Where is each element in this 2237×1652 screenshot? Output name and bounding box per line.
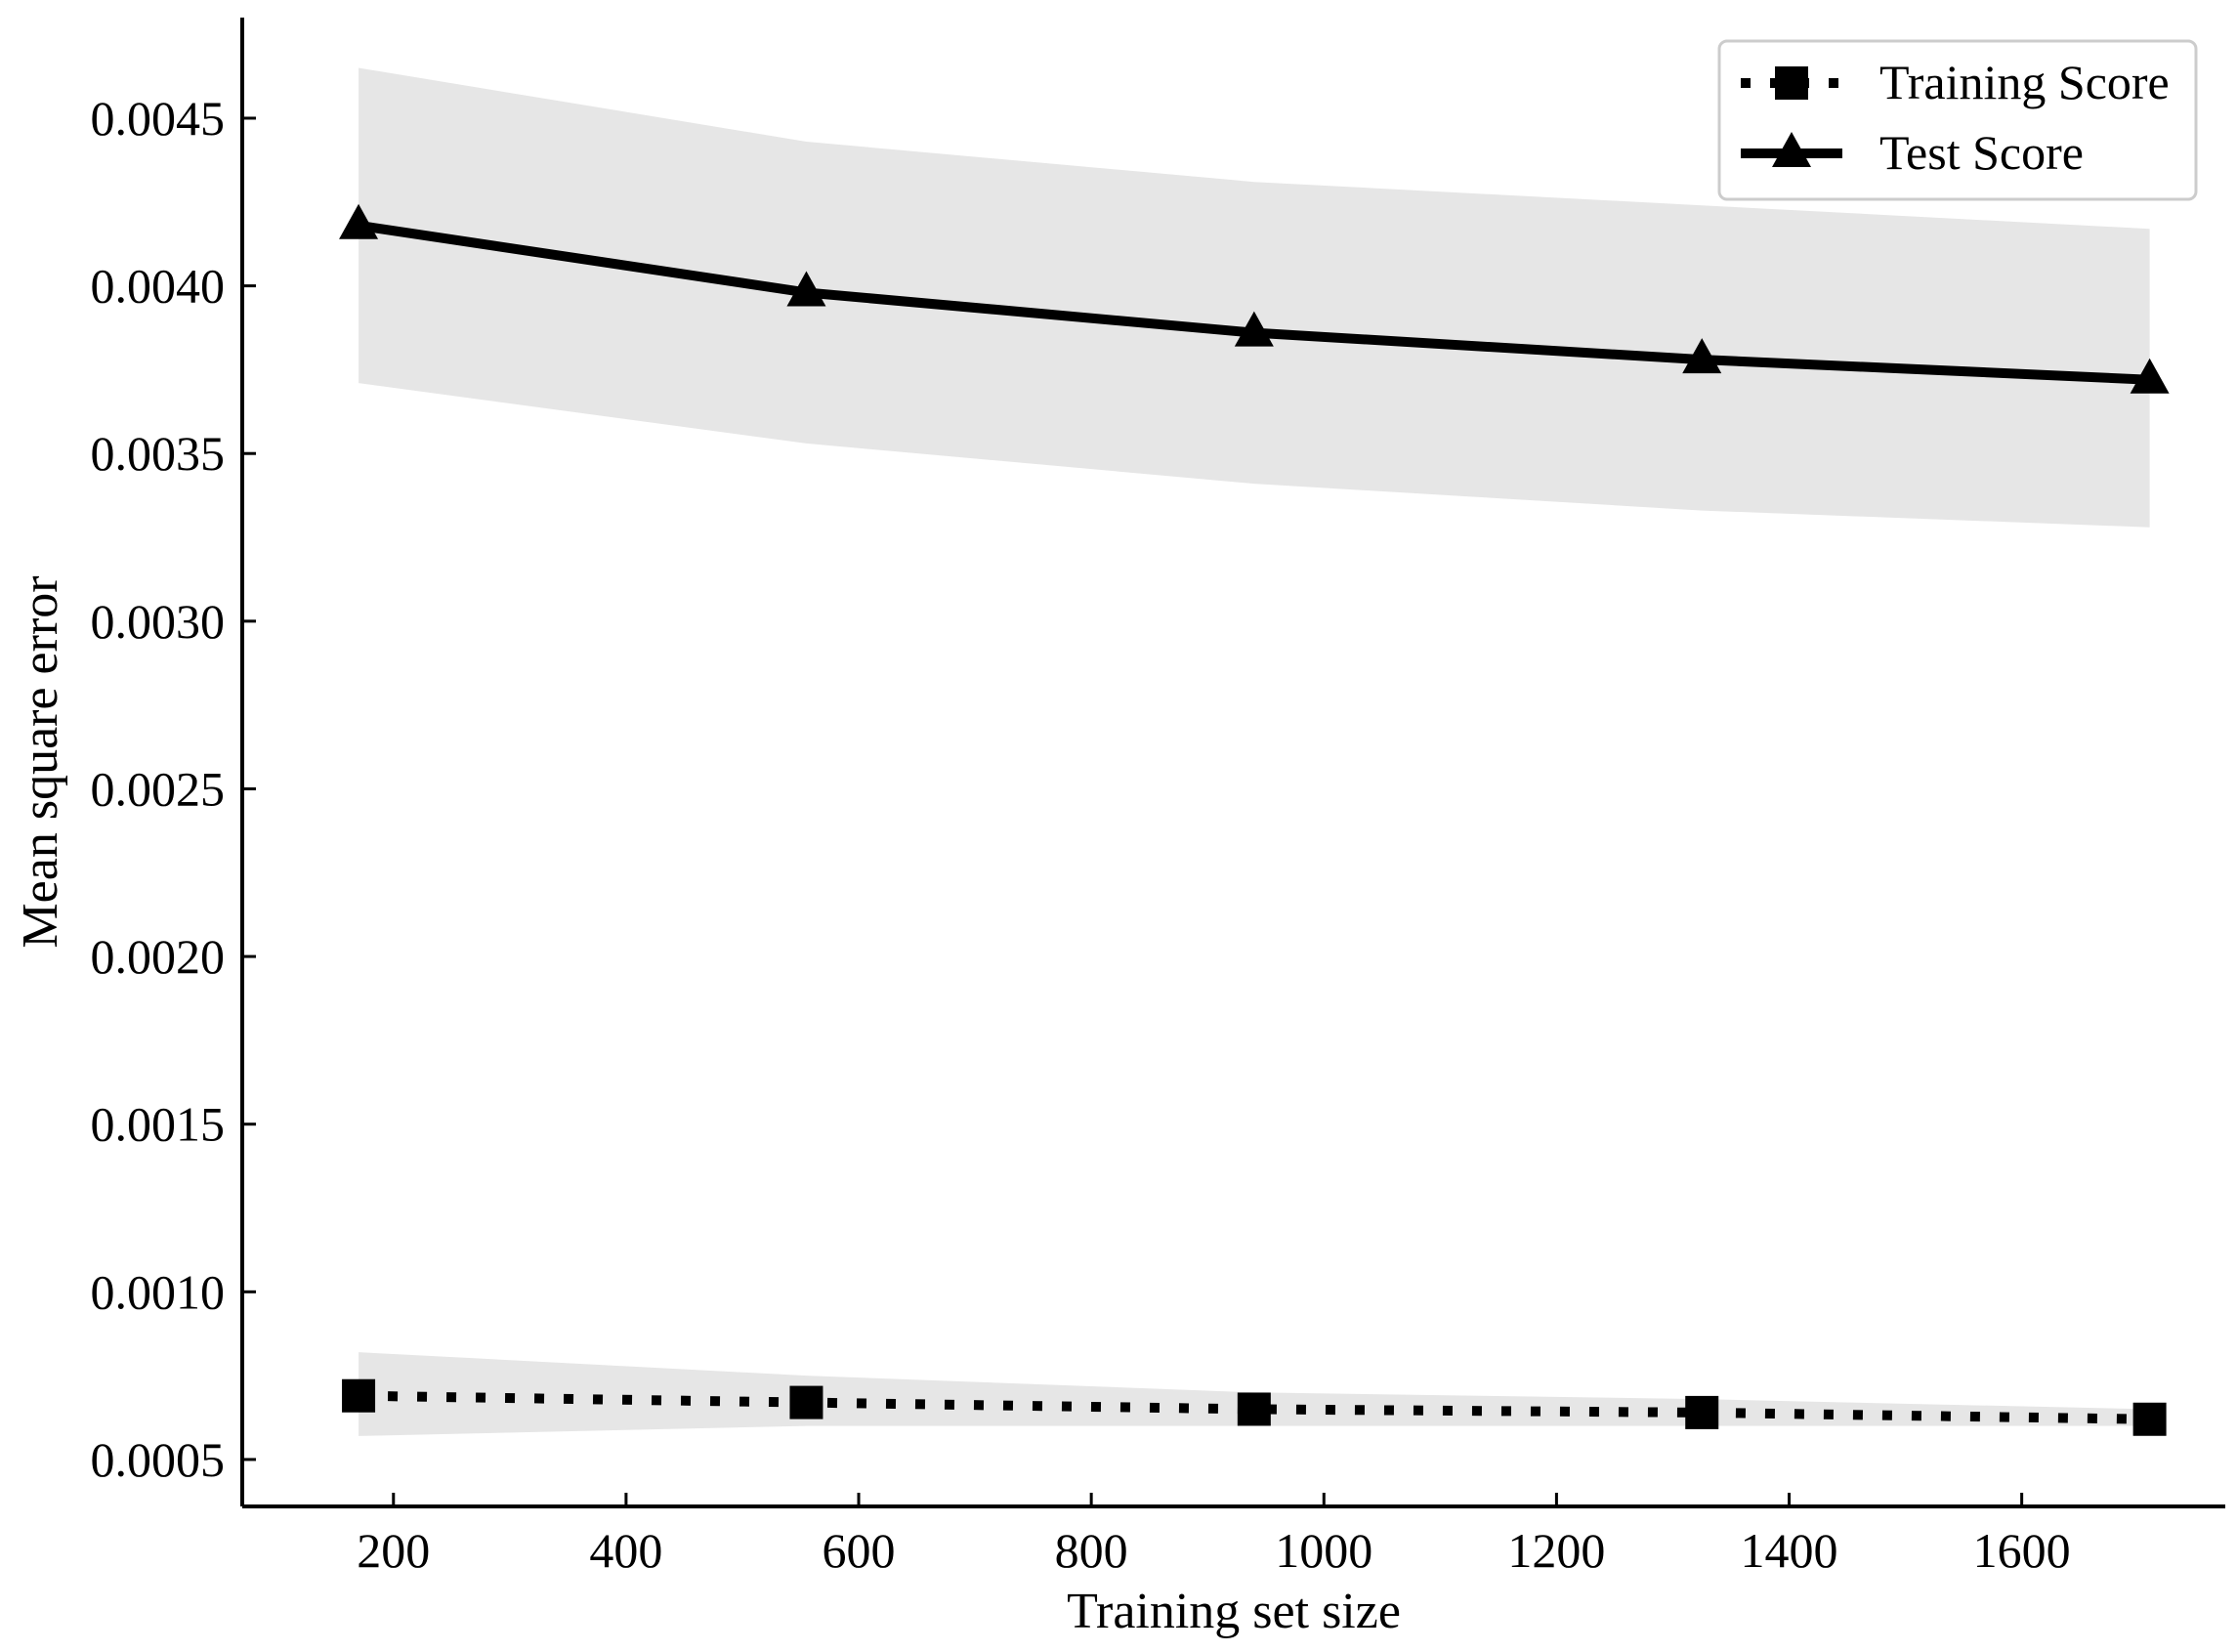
legend: Training Score Test Score [1717,39,2198,201]
y-tick-label-3: 0.0020 [91,929,226,984]
y-tick-label-1: 0.0010 [91,1264,226,1319]
test-score-point [786,271,826,307]
test-score-point [339,203,379,239]
y-tick-label-5: 0.0030 [91,594,226,649]
x-tick-label-1000: 1000 [1275,1523,1372,1578]
x-ticks: 200 400 600 800 1000 1200 1400 1600 [357,1493,2071,1578]
confidence-bands [359,67,2150,1436]
y-tick-label-8: 0.0045 [91,91,226,146]
x-tick-label-400: 400 [589,1523,662,1578]
axes [240,18,2225,1508]
training-score-point [1685,1395,1719,1429]
y-axis-title: Mean square error [13,575,68,948]
legend-training-score-label: Training Score [1879,55,2170,109]
training-score-point [789,1385,823,1419]
test-score-point [1682,338,1722,374]
training-score-line [358,1390,2150,1424]
training-score-point [2132,1402,2167,1436]
y-tick-label-6: 0.0035 [91,426,226,481]
x-tick-label-200: 200 [357,1523,430,1578]
training-score-point [1237,1392,1271,1426]
test-score-band [359,67,2150,528]
legend-test-score-marker [1772,132,1811,167]
x-axis-title: Training set size [1067,1584,1401,1639]
x-tick-label-1400: 1400 [1741,1523,1838,1578]
x-tick-label-1600: 1600 [1973,1523,2071,1578]
x-tick-label-800: 800 [1055,1523,1128,1578]
training-score-point [342,1378,376,1413]
series-markers [339,203,2170,1436]
test-score-point [1234,311,1274,347]
test-score-point [2130,358,2170,394]
y-ticks: 0.0005 0.0010 0.0015 0.0020 0.0025 0.0030 0.00… [91,91,256,1487]
y-tick-label-7: 0.0040 [91,259,226,314]
x-tick-label-600: 600 [823,1523,896,1578]
legend-test-score-label: Test Score [1879,125,2084,180]
x-tick-label-1200: 1200 [1507,1523,1605,1578]
y-tick-label-0: 0.0005 [91,1432,226,1487]
y-tick-label-2: 0.0015 [91,1097,226,1152]
legend-training-score-marker [1775,66,1808,100]
y-tick-label-4: 0.0025 [91,761,226,816]
